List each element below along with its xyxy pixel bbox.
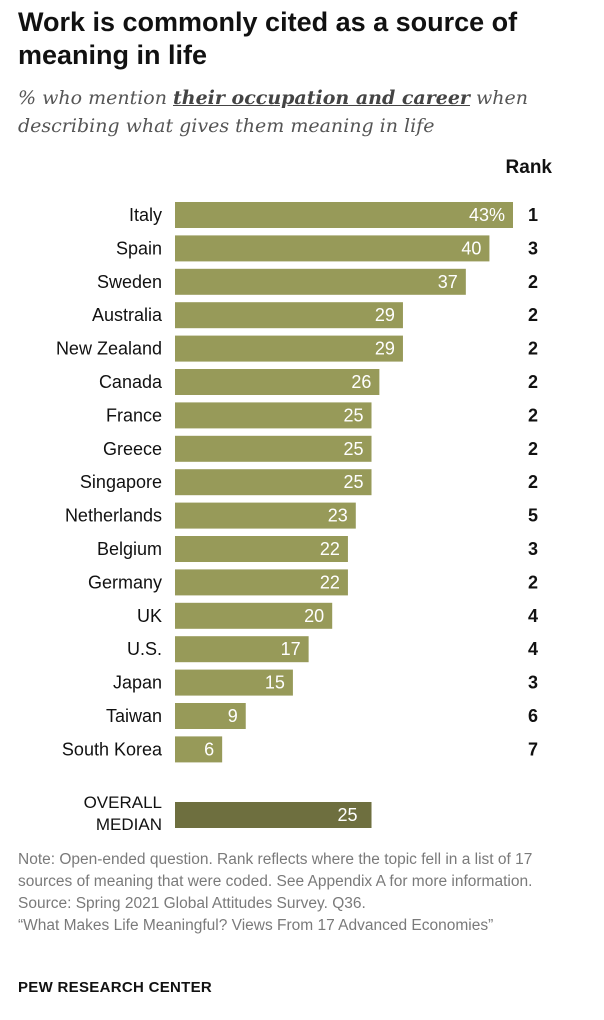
bar xyxy=(175,402,372,429)
rank-value: 1 xyxy=(528,205,538,225)
country-label: UK xyxy=(137,606,162,626)
bar xyxy=(175,369,380,395)
chart-subtitle: % who mention their occupation and caree… xyxy=(18,84,588,140)
bar-value-label: 17 xyxy=(281,639,301,659)
bar-value-label: 37 xyxy=(438,272,458,292)
footer-brand: PEW RESEARCH CENTER xyxy=(18,979,213,996)
country-label: Singapore xyxy=(80,472,162,492)
chart-title: Work is commonly cited as a source of me… xyxy=(18,7,518,70)
bar-value-label: 20 xyxy=(304,606,324,626)
bar-value-label: 25 xyxy=(343,439,363,459)
bar-value-label: 15 xyxy=(265,673,285,693)
country-label: Sweden xyxy=(97,272,162,292)
bar xyxy=(175,302,403,329)
rank-column-header: Rank xyxy=(505,157,552,178)
bar xyxy=(175,536,348,562)
rank-value: 3 xyxy=(528,539,538,559)
rank-value: 3 xyxy=(528,238,538,258)
bar-value-label: 23 xyxy=(328,506,348,526)
note-text: Note: Open-ended question. Rank reflects… xyxy=(18,851,533,890)
rank-value: 2 xyxy=(528,272,538,292)
notes: Note: Open-ended question. Rank reflects… xyxy=(18,849,588,937)
bar xyxy=(175,235,490,262)
rank-value: 2 xyxy=(528,339,538,359)
rank-value: 7 xyxy=(528,739,538,759)
bar xyxy=(175,736,223,763)
rank-value: 2 xyxy=(528,372,538,392)
country-label: Netherlands xyxy=(65,506,162,526)
subtitle-emphasis: their occupation and career xyxy=(173,87,470,109)
bar xyxy=(175,335,403,362)
country-label: France xyxy=(106,405,162,425)
bar-value-label: 6 xyxy=(204,739,214,759)
bar-value-label: 25 xyxy=(343,405,363,425)
bar xyxy=(175,502,356,529)
median-value-label: 25 xyxy=(337,805,357,825)
rank-value: 2 xyxy=(528,472,538,492)
median-bar xyxy=(175,802,372,828)
country-label: Greece xyxy=(103,439,162,459)
country-label: Taiwan xyxy=(106,706,162,726)
country-label: New Zealand xyxy=(56,339,162,359)
source-text: Source: Spring 2021 Global Attitudes Sur… xyxy=(18,895,366,912)
bar xyxy=(175,569,348,596)
rank-value: 2 xyxy=(528,305,538,325)
bar xyxy=(175,435,372,462)
bar-value-label: 22 xyxy=(320,572,340,592)
bar-value-label: 26 xyxy=(351,372,371,392)
country-label: Australia xyxy=(92,305,163,325)
subtitle-prefix: % who mention xyxy=(18,87,173,109)
bar xyxy=(175,703,246,729)
rank-value: 6 xyxy=(528,706,538,726)
country-label: South Korea xyxy=(62,739,163,759)
bar-value-label: 40 xyxy=(461,238,481,258)
country-label: Belgium xyxy=(97,539,162,559)
country-label: Italy xyxy=(129,205,162,225)
subtitle-suffix: when describing what gives them meaning … xyxy=(18,87,528,137)
bar-value-label: 25 xyxy=(343,472,363,492)
bar-value-label: 29 xyxy=(375,339,395,359)
bar xyxy=(175,268,466,295)
bar xyxy=(175,636,309,663)
rank-value: 2 xyxy=(528,439,538,459)
rank-value: 4 xyxy=(528,639,538,659)
country-label: Japan xyxy=(113,673,162,693)
country-label: U.S. xyxy=(127,639,162,659)
bar-value-label: 43% xyxy=(469,205,505,225)
report-title-text: “What Makes Life Meaningful? Views From … xyxy=(18,917,494,934)
bar xyxy=(175,669,293,696)
median-label: OVERALL xyxy=(84,793,162,812)
bar xyxy=(175,202,513,228)
bar xyxy=(175,602,333,629)
rank-value: 2 xyxy=(528,572,538,592)
bar-value-label: 9 xyxy=(228,706,238,726)
country-label: Canada xyxy=(99,372,163,392)
rank-value: 4 xyxy=(528,606,538,626)
rank-value: 5 xyxy=(528,506,538,526)
bar-value-label: 29 xyxy=(375,305,395,325)
bar-value-label: 22 xyxy=(320,539,340,559)
country-label: Spain xyxy=(116,238,162,258)
rank-value: 3 xyxy=(528,673,538,693)
rank-value: 2 xyxy=(528,405,538,425)
country-label: Germany xyxy=(88,572,162,592)
bar xyxy=(175,469,372,496)
median-label: MEDIAN xyxy=(96,815,162,834)
